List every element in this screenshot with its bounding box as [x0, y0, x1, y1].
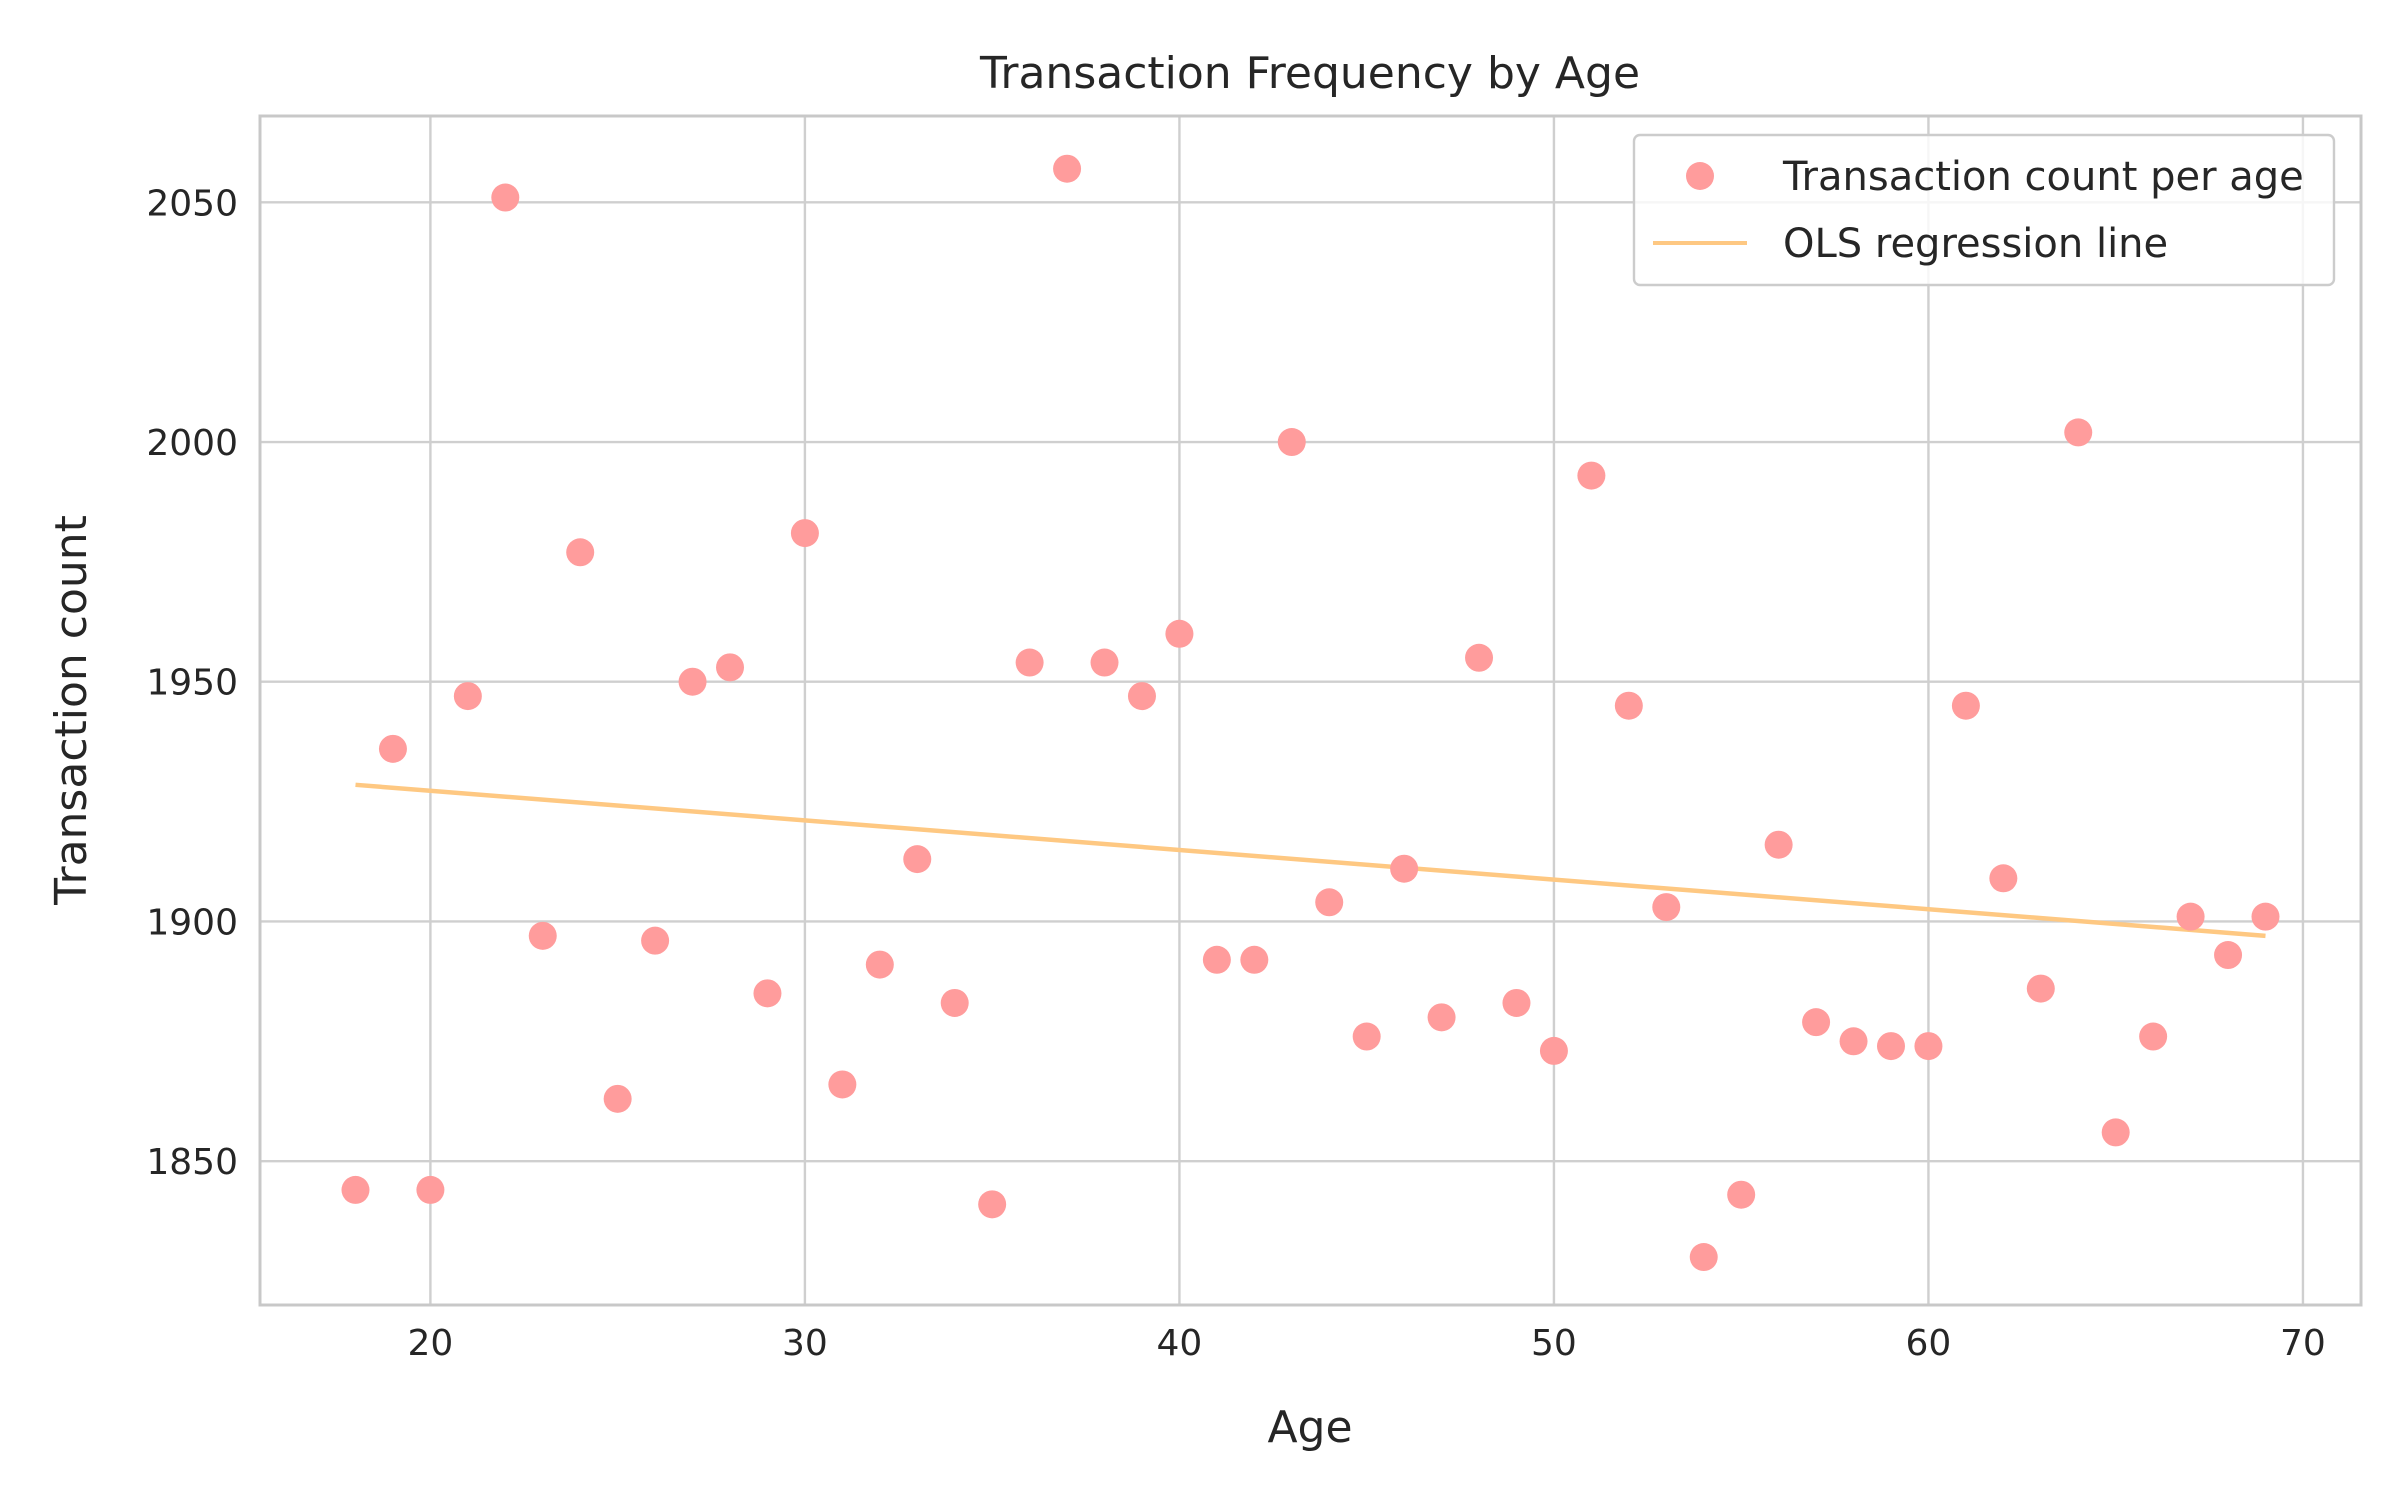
y-axis-ticks: 1850 1900 1950 2000 2050 — [146, 183, 238, 1183]
data-point — [491, 183, 520, 212]
data-point — [566, 538, 595, 567]
x-axis-label: Age — [1267, 1402, 1352, 1453]
data-point — [2251, 902, 2280, 931]
data-point — [603, 1084, 632, 1113]
y-tick-label: 1950 — [146, 663, 238, 704]
data-point — [790, 519, 819, 548]
data-point — [1802, 1008, 1831, 1037]
data-point — [1951, 691, 1980, 720]
y-tick-label: 2050 — [146, 183, 238, 224]
data-point — [341, 1175, 370, 1204]
data-point — [378, 734, 407, 763]
legend-marker-points — [1686, 162, 1714, 190]
data-point — [1989, 864, 2018, 893]
data-point — [1315, 888, 1344, 917]
data-point — [1277, 428, 1306, 457]
y-axis-label: Transaction count — [46, 515, 97, 906]
x-tick-label: 20 — [407, 1323, 453, 1364]
data-point — [828, 1070, 857, 1099]
data-point — [1127, 682, 1156, 711]
data-point — [1502, 988, 1531, 1017]
x-tick-label: 50 — [1531, 1323, 1577, 1364]
data-point — [528, 921, 557, 950]
data-point — [2064, 418, 2093, 447]
data-point — [1727, 1180, 1756, 1209]
data-point — [1839, 1027, 1868, 1056]
data-point — [1652, 893, 1681, 922]
x-tick-label: 30 — [782, 1323, 828, 1364]
legend-box — [1632, 133, 2336, 287]
y-tick-label: 1900 — [146, 902, 238, 943]
data-point — [1165, 619, 1194, 648]
data-point — [1090, 648, 1119, 677]
regression-line — [355, 782, 2266, 939]
data-point — [416, 1175, 445, 1204]
x-tick-label: 70 — [2280, 1323, 2326, 1364]
data-point — [903, 845, 932, 874]
legend-label-regression: OLS regression line — [1783, 221, 2168, 267]
y-tick-label: 2000 — [146, 423, 238, 464]
points-layer — [341, 154, 2280, 1272]
data-point — [865, 950, 894, 979]
data-point — [753, 979, 782, 1008]
data-point — [716, 653, 745, 682]
data-point — [978, 1190, 1007, 1219]
data-point — [2214, 941, 2243, 970]
data-point — [940, 988, 969, 1017]
data-point — [678, 667, 707, 696]
x-tick-label: 60 — [1906, 1323, 1952, 1364]
data-point — [1240, 945, 1269, 974]
data-point — [2176, 902, 2205, 931]
regression-layer — [355, 782, 2266, 939]
data-point — [1465, 643, 1494, 672]
data-point — [1689, 1243, 1718, 1272]
data-point — [1352, 1022, 1381, 1051]
data-point — [1539, 1036, 1568, 1065]
legend-label-points: Transaction count per age — [1782, 154, 2304, 200]
data-point — [1202, 945, 1231, 974]
data-point — [641, 926, 670, 955]
data-point — [1427, 1003, 1456, 1032]
legend: Transaction count per age OLS regression… — [1632, 133, 2336, 287]
data-point — [1053, 154, 1082, 183]
data-point — [1764, 830, 1793, 859]
data-point — [1914, 1032, 1943, 1061]
data-point — [2139, 1022, 2168, 1051]
data-point — [1577, 461, 1606, 490]
data-point — [453, 682, 482, 711]
chart-title: Transaction Frequency by Age — [979, 48, 1640, 99]
data-point — [1614, 691, 1643, 720]
data-point — [1015, 648, 1044, 677]
data-point — [2101, 1118, 2130, 1147]
data-point — [1876, 1032, 1905, 1061]
x-axis-ticks: 20 30 40 50 60 70 — [407, 1323, 2325, 1364]
y-tick-label: 1850 — [146, 1142, 238, 1183]
plot-frame — [258, 114, 2363, 1307]
data-point — [1390, 854, 1419, 883]
x-tick-label: 40 — [1157, 1323, 1203, 1364]
data-point — [2026, 974, 2055, 1003]
